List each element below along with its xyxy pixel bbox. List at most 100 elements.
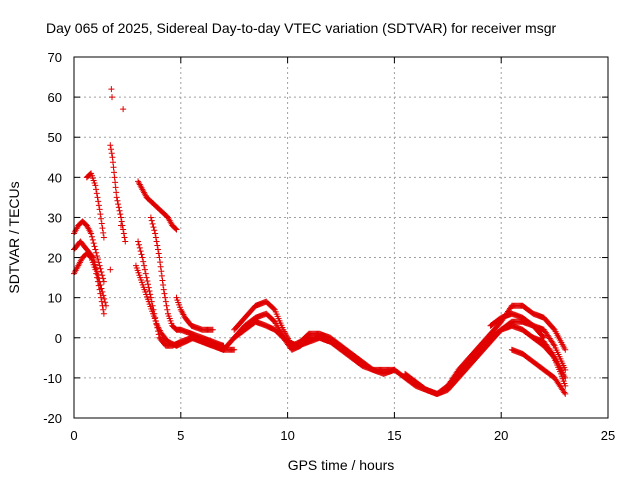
data-point bbox=[141, 262, 148, 269]
data-point bbox=[154, 242, 161, 249]
data-point bbox=[96, 278, 103, 285]
data-point bbox=[156, 254, 163, 261]
data-point bbox=[94, 256, 101, 263]
data-point bbox=[113, 189, 120, 196]
data-point bbox=[90, 254, 97, 261]
data-point bbox=[117, 222, 124, 229]
data-point bbox=[152, 234, 159, 241]
data-point bbox=[209, 326, 216, 333]
data-point bbox=[550, 341, 557, 348]
data-point bbox=[100, 310, 107, 317]
data-point bbox=[120, 106, 127, 113]
data-point bbox=[109, 154, 116, 161]
data-point bbox=[100, 229, 107, 236]
data-point bbox=[94, 271, 101, 278]
data-point bbox=[153, 238, 160, 245]
data-point bbox=[98, 268, 105, 275]
data-point bbox=[539, 333, 546, 340]
data-point bbox=[160, 282, 167, 289]
data-point bbox=[114, 197, 121, 204]
data-point bbox=[141, 266, 148, 273]
data-point bbox=[142, 270, 149, 277]
x-tick-label: 20 bbox=[494, 428, 508, 443]
data-point bbox=[115, 201, 122, 208]
x-tick-label: 10 bbox=[280, 428, 294, 443]
y-tick-label: 40 bbox=[48, 170, 62, 185]
y-tick-label: -10 bbox=[43, 371, 62, 386]
data-point bbox=[139, 254, 146, 261]
data-point bbox=[155, 246, 162, 253]
data-point bbox=[562, 374, 569, 381]
data-point bbox=[108, 150, 115, 157]
data-point bbox=[161, 290, 168, 297]
data-point bbox=[164, 306, 171, 313]
data-point bbox=[117, 211, 124, 218]
y-tick-label: 30 bbox=[48, 210, 62, 225]
data-point bbox=[95, 259, 102, 266]
data-point bbox=[149, 220, 156, 227]
data-point bbox=[152, 230, 159, 237]
y-tick-label: 10 bbox=[48, 291, 62, 306]
data-point bbox=[116, 207, 123, 214]
data-point bbox=[540, 334, 547, 341]
data-point bbox=[145, 281, 152, 288]
data-point bbox=[147, 214, 154, 221]
grid bbox=[74, 57, 608, 418]
data-point bbox=[158, 272, 165, 279]
data-point bbox=[148, 217, 155, 224]
data-point bbox=[98, 220, 105, 227]
data-point bbox=[99, 288, 106, 295]
data-point bbox=[150, 224, 157, 231]
data-point bbox=[89, 253, 96, 260]
data-point bbox=[163, 302, 170, 309]
data-point bbox=[172, 225, 179, 232]
y-tick-label: 20 bbox=[48, 251, 62, 266]
y-tick-label: 60 bbox=[48, 90, 62, 105]
data-point bbox=[92, 264, 99, 271]
data-point bbox=[112, 184, 119, 191]
data-point bbox=[96, 262, 103, 269]
data-point bbox=[173, 226, 180, 233]
y-axis-label: SDTVAR / TECUs bbox=[6, 181, 22, 293]
data-point bbox=[115, 204, 122, 211]
data-point bbox=[111, 169, 118, 176]
data-point bbox=[100, 234, 107, 241]
data-point bbox=[107, 266, 114, 273]
data-point bbox=[136, 244, 143, 251]
data-point bbox=[97, 265, 104, 272]
data-point bbox=[94, 194, 101, 201]
data-point bbox=[137, 248, 144, 255]
data-point bbox=[95, 198, 102, 205]
data-point bbox=[107, 142, 114, 149]
data-point bbox=[93, 268, 100, 275]
data-point bbox=[145, 284, 152, 291]
data-point bbox=[90, 240, 97, 247]
data-point bbox=[95, 275, 102, 282]
data-point bbox=[157, 259, 164, 266]
data-point bbox=[561, 389, 568, 396]
data-point bbox=[93, 190, 100, 197]
data-point bbox=[103, 302, 110, 309]
data-point bbox=[91, 243, 98, 250]
data-point bbox=[102, 299, 109, 306]
data-point bbox=[146, 287, 153, 294]
axis-ticks: 0 5 10 15 20 25 -20 -10 0 10 20 30 40 50 60 70 bbox=[43, 50, 615, 443]
x-tick-label: 5 bbox=[177, 428, 184, 443]
data-point bbox=[97, 211, 104, 218]
data-point bbox=[113, 194, 120, 201]
data-point bbox=[135, 241, 142, 248]
y-tick-label: 50 bbox=[48, 130, 62, 145]
data-point bbox=[162, 298, 169, 305]
data-point bbox=[96, 206, 103, 213]
data-point bbox=[98, 285, 105, 292]
data-point bbox=[160, 286, 167, 293]
data-point bbox=[140, 258, 147, 265]
data-points bbox=[71, 86, 569, 397]
data-point bbox=[88, 230, 95, 237]
y-tick-label: 0 bbox=[55, 331, 62, 346]
y-tick-label: 70 bbox=[48, 50, 62, 65]
data-point bbox=[138, 251, 145, 258]
data-point bbox=[112, 179, 119, 186]
data-point bbox=[155, 250, 162, 257]
